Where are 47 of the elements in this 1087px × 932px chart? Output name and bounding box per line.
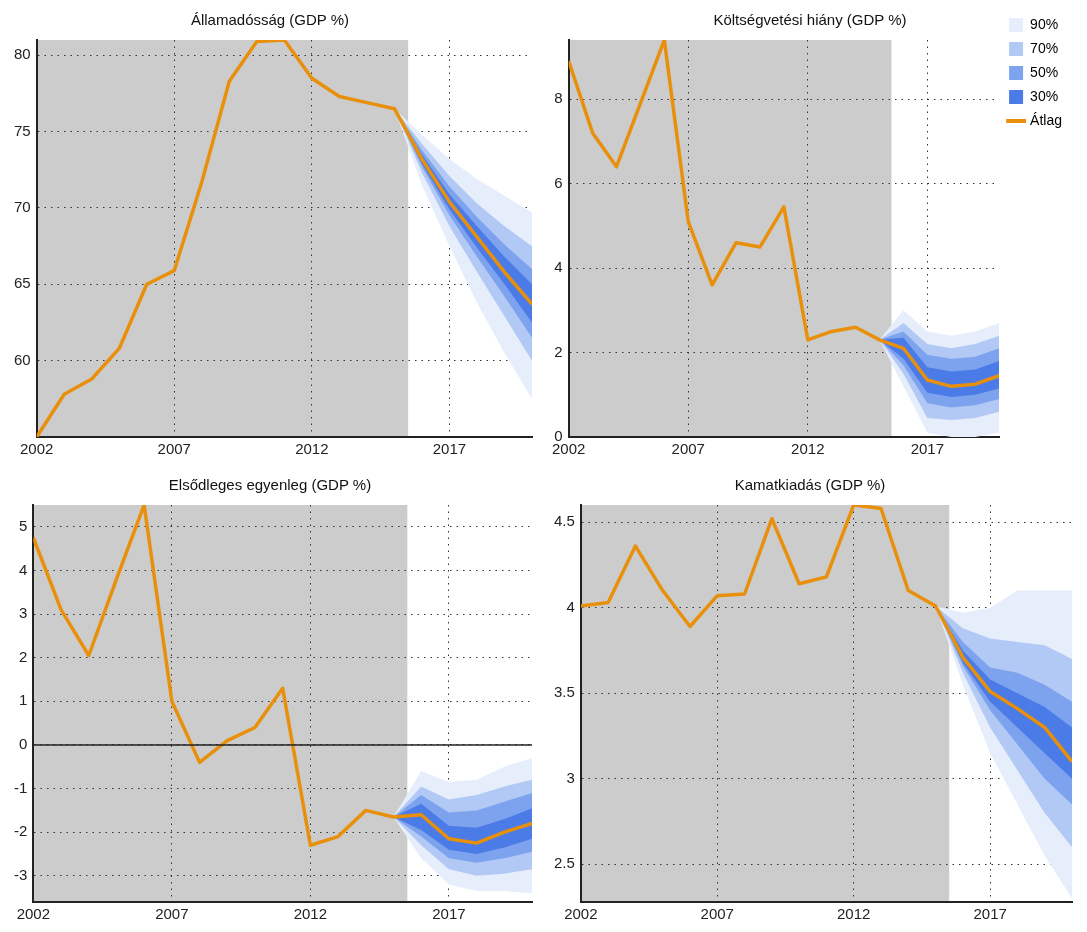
y-tick-label: 4.5 [553,512,575,530]
y-tick-label: 75 [14,121,31,139]
y-tick-label: 4 [554,258,563,276]
y-tick-label: 1 [18,691,28,709]
x-tick-label: 2012 [295,440,329,458]
x-tick-label: 2002 [20,440,54,458]
y-tick-label: -1 [13,778,28,796]
legend-label: 70% [1030,39,1059,56]
y-tick-label: 3 [566,768,575,786]
y-tick-label: 4 [18,560,28,578]
y-tick-label: 70 [14,198,31,216]
y-tick-label: 65 [14,274,31,292]
chart-title: Kamatkiadás (GDP %) [734,476,886,494]
x-tick-label: 2012 [791,440,825,458]
y-tick-label: 2 [554,342,563,360]
y-tick-label: 4 [566,597,575,615]
x-tick-label: 2007 [155,905,189,923]
y-tick-label: -3 [13,865,28,883]
y-tick-label: 8 [554,89,563,107]
legend-label: Átlag [1030,111,1063,128]
x-tick-label: 2007 [671,440,705,458]
x-tick-label: 2012 [293,905,328,923]
y-tick-label: 60 [14,350,31,368]
y-tick-label: 0 [18,735,28,753]
y-tick-label: 5 [18,516,28,534]
y-tick-label: 2 [18,647,28,665]
x-tick-label: 2007 [157,440,191,458]
chart-title: Elsődleges egyenleg (GDP %) [168,476,372,494]
legend-label: 90% [1030,15,1059,32]
legend-label: 50% [1030,63,1059,80]
x-tick-label: 2017 [432,905,466,923]
chart-title: Költségvetési hiány (GDP %) [713,11,907,29]
x-tick-label: 2002 [564,905,598,923]
y-tick-label: -2 [13,822,28,840]
x-tick-label: 2002 [16,905,51,923]
y-tick-label: 3.5 [553,683,575,701]
y-tick-label: 2.5 [553,854,575,872]
x-tick-label: 2007 [700,905,734,923]
x-tick-label: 2012 [837,905,871,923]
chart-title: Államadósság (GDP %) [190,11,350,29]
y-tick-label: 3 [18,604,28,622]
x-tick-label: 2017 [973,905,1007,923]
legend-label: 30% [1030,87,1059,104]
y-tick-label: 80 [14,45,31,63]
x-tick-label: 2017 [910,440,945,458]
y-tick-label: 6 [554,173,563,191]
x-tick-label: 2017 [432,440,467,458]
